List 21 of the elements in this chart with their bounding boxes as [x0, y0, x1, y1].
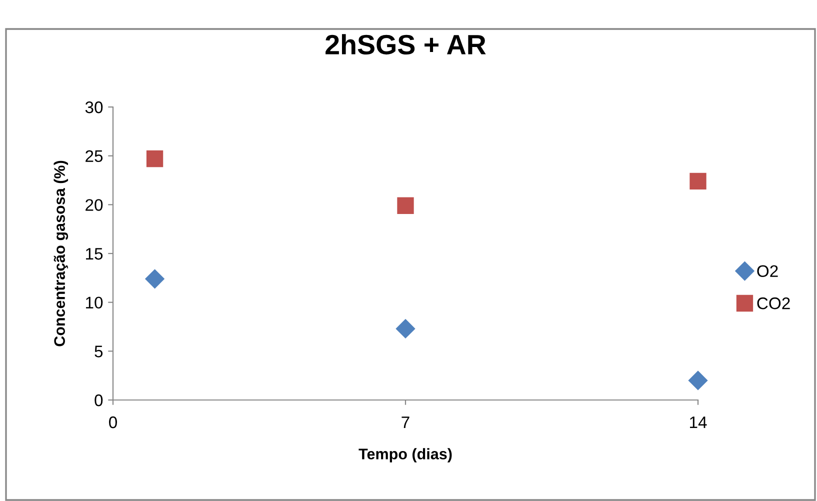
legend-label: O2 [757, 265, 778, 278]
point [690, 172, 706, 190]
point [396, 319, 416, 338]
point [688, 370, 708, 390]
y-tick-label: 5 [94, 346, 103, 358]
x-axis-title: Tempo (dias) [358, 448, 452, 462]
y-axis-title: Concentração gasosa (%) [54, 160, 68, 346]
y-tick-label: 15 [86, 248, 103, 260]
point [397, 197, 414, 214]
legend-label: CO2 [757, 297, 790, 310]
point [146, 150, 164, 168]
y-tick-label: 30 [85, 101, 103, 114]
chart-title: 2hSGS + AR [326, 34, 486, 54]
y-tick-label: 0 [94, 394, 103, 406]
y-tick-label: 20 [86, 199, 103, 211]
y-tick-label: 10 [86, 296, 103, 309]
point [145, 269, 164, 288]
x-tick-label: 0 [109, 416, 117, 428]
x-tick-label: 14 [690, 416, 707, 428]
y-tick-label: 25 [86, 150, 103, 162]
x-tick-label: 7 [402, 416, 410, 428]
